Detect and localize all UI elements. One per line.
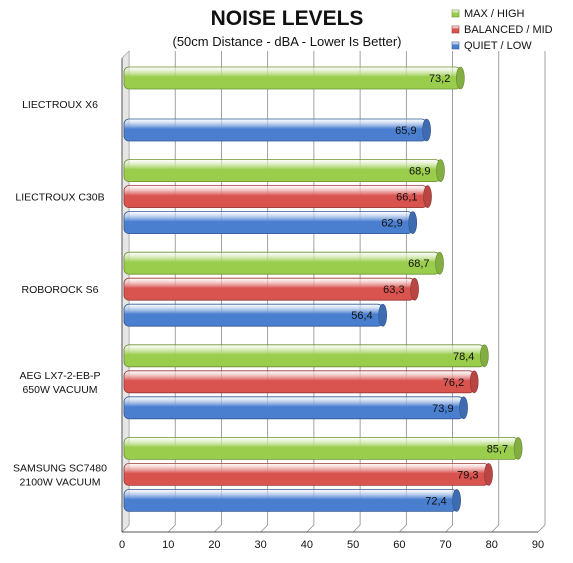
bar-cap <box>469 370 479 394</box>
data-label: 62,9 <box>381 218 402 230</box>
bar-cap <box>484 463 493 486</box>
bar-cap <box>456 66 465 90</box>
x-tick-label: 80 <box>486 539 498 551</box>
legend: MAX / HIGH BALANCED / MID QUIET / LOW <box>451 8 553 52</box>
bars <box>123 66 523 512</box>
grid-floor-line <box>352 524 361 533</box>
bar-cap <box>423 185 432 208</box>
data-label: 66,1 <box>396 192 417 204</box>
grid-floor-line <box>306 524 315 533</box>
bar-cap <box>480 344 489 368</box>
x-tick-label: 90 <box>532 539 544 551</box>
data-labels: 73,2 65,9 68,9 66,1 62,9 68,7 63,3 56,4 78,4 76,2… <box>351 73 508 507</box>
legend-label: BALANCED / MID <box>464 24 553 36</box>
category-label: SAMSUNG SC7480 2100W VACUUM <box>13 462 107 488</box>
data-label: 63,3 <box>383 284 404 296</box>
grid-floor-line <box>491 524 500 533</box>
bar <box>123 251 440 275</box>
x-tick-labels: 0 10 20 30 40 50 60 70 80 90 <box>119 539 544 551</box>
data-label: 68,7 <box>408 258 429 270</box>
legend-swatch <box>451 9 460 18</box>
legend-swatch <box>451 25 460 34</box>
bar <box>123 370 475 394</box>
chart-subtitle: (50cm Distance - dBA - Lower Is Better) <box>172 34 401 49</box>
bar <box>123 277 415 301</box>
bar <box>123 344 485 368</box>
category-label: LIECTROUX C30B <box>15 192 104 204</box>
grid-floor-line <box>214 524 222 533</box>
data-label: 85,7 <box>487 443 508 455</box>
category-label: ROBOROCK S6 <box>21 284 98 296</box>
bar-cap <box>378 303 387 327</box>
data-label: 72,4 <box>425 495 446 507</box>
x-tick-label: 60 <box>393 539 405 551</box>
bar <box>123 185 428 209</box>
grid-floor-line <box>167 524 176 533</box>
legend-label: MAX / HIGH <box>464 8 525 20</box>
data-label: 78,4 <box>453 351 474 363</box>
bar-cap <box>410 277 419 301</box>
x-tick-label: 50 <box>347 539 359 551</box>
chart-title: NOISE LEVELS <box>211 7 364 30</box>
x-tick-label: 10 <box>162 539 174 551</box>
bar <box>123 396 464 420</box>
data-label: 76,2 <box>443 377 464 389</box>
data-label: 56,4 <box>351 310 372 322</box>
bar <box>123 303 384 327</box>
grid-floor-line <box>445 524 453 533</box>
bar <box>123 66 461 90</box>
bar-cap <box>435 251 444 275</box>
legend-swatch <box>451 41 460 50</box>
x-tick-label: 70 <box>439 539 451 551</box>
data-label: 65,9 <box>395 125 416 137</box>
x-tick-label: 0 <box>119 539 125 551</box>
category-labels: LIECTROUX X6 LIECTROUX C30B ROBOROCK S6 AEG… <box>13 99 107 488</box>
bar-cap <box>513 437 523 460</box>
bar <box>123 211 414 235</box>
bar <box>123 462 489 486</box>
x-tick-label: 30 <box>255 539 267 551</box>
bar-cap <box>408 211 418 234</box>
data-label: 73,9 <box>432 403 453 415</box>
category-label: AEG LX7-2-EB-P 650W VACUUM <box>19 370 100 396</box>
bar <box>123 118 428 142</box>
data-label: 68,9 <box>409 166 430 178</box>
grid-floor-line <box>399 524 407 533</box>
bar <box>123 159 441 183</box>
grid-floor-line <box>260 524 268 533</box>
bar <box>123 488 458 512</box>
x-tick-label: 40 <box>301 539 313 551</box>
bar-cap <box>422 118 431 142</box>
category-label: LIECTROUX X6 <box>22 99 98 111</box>
bar <box>123 436 519 460</box>
legend-label: QUIET / LOW <box>464 40 532 52</box>
bar-cap <box>459 396 468 420</box>
x-tick-label: 20 <box>208 539 220 551</box>
grid-floor-line <box>537 524 546 533</box>
data-label: 79,3 <box>457 469 478 481</box>
bar-cap <box>452 489 461 512</box>
bar-cap <box>436 159 445 182</box>
data-label: 73,2 <box>429 73 450 85</box>
